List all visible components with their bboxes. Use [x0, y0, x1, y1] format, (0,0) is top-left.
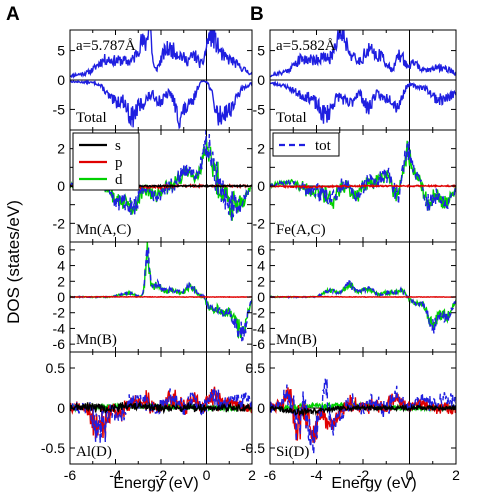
- panel-label: Total: [76, 110, 107, 126]
- y-tick-label: -2: [53, 215, 66, 231]
- y-tick-label: 0: [257, 400, 265, 416]
- x-axis-label-a: Energy (eV): [113, 475, 198, 492]
- series-line-Total: [70, 30, 252, 80]
- panel-a2: -2 0 2 Mn(A,C) spd: [53, 129, 253, 243]
- x-tick-label: 0: [406, 467, 414, 483]
- x-tick-label: 2: [248, 467, 256, 483]
- y-tick-label: 6: [257, 242, 265, 258]
- y-tick-label: 6: [57, 242, 65, 258]
- y-tick-label: -6: [253, 336, 266, 352]
- y-tick-label: 0.5: [46, 360, 66, 376]
- x-tick-label: -2: [155, 467, 168, 483]
- x-tick-label: -2: [357, 467, 370, 483]
- legend-box: [272, 132, 340, 157]
- series-line-d: [270, 140, 456, 212]
- series-line-p: [270, 387, 456, 443]
- lattice-annotation: a=5.582Å: [276, 38, 336, 54]
- series-group: [270, 378, 456, 454]
- legend-label-tot: tot: [315, 138, 332, 154]
- y-tick-label: 2: [257, 141, 265, 157]
- y-tick-label: 0: [57, 400, 65, 416]
- y-tick-label: 5: [57, 43, 65, 59]
- panel-label: Total: [276, 110, 307, 126]
- lattice-annotation: a=5.787Å: [76, 38, 136, 54]
- y-tick-label: 0: [57, 178, 65, 194]
- legend-label-p: p: [115, 155, 123, 171]
- legend: spd: [72, 132, 140, 191]
- y-tick-label: 4: [57, 258, 65, 274]
- panel-letter-a: A: [6, 4, 20, 25]
- y-tick-label: 2: [57, 273, 65, 289]
- y-tick-label: -0.5: [41, 440, 65, 456]
- panel-label: Mn(A,C): [76, 222, 131, 238]
- y-tick-label: -4: [53, 320, 66, 336]
- series-group: [70, 386, 252, 444]
- panel-label: Al(D): [76, 444, 112, 460]
- series-line-p: [270, 295, 456, 299]
- series-line-Total: [270, 80, 456, 124]
- panel-b4: -0.5 0 0.5 -6 -4 -2 0 2 Si(D): [241, 351, 460, 483]
- x-tick-label: -6: [64, 467, 77, 483]
- series-line-s: [70, 400, 252, 415]
- x-axis-label-b: Energy (eV): [331, 475, 416, 492]
- y-tick-label: -5: [53, 101, 66, 117]
- y-tick-label: 0: [257, 178, 265, 194]
- panel-a4: -0.5 0 0.5 -6 -4 -2 0 2 Al(D): [41, 351, 256, 483]
- x-tick-label: 0: [203, 467, 211, 483]
- y-tick-label: -2: [253, 305, 266, 321]
- legend: tot: [272, 132, 340, 157]
- panel-a1: -5 0 5 Total a=5.787Å: [53, 29, 253, 131]
- panels-layer: -505Totala=5.787Å-505Totala=5.582Å-202Mn…: [41, 29, 460, 483]
- series-group: [270, 30, 456, 124]
- series-group: [270, 140, 456, 212]
- legend-label-s: s: [115, 138, 121, 154]
- y-tick-label: -2: [253, 215, 266, 231]
- panel-b2: -2 0 2 Fe(A,C) tot: [253, 129, 457, 243]
- y-tick-label: -4: [253, 320, 266, 336]
- series-line-p: [270, 183, 456, 190]
- x-tick-label: 2: [452, 467, 460, 483]
- x-tick-label: -4: [109, 467, 122, 483]
- panel-letter-b: B: [250, 4, 264, 25]
- y-tick-label: -5: [253, 101, 266, 117]
- series-line-tot: [270, 378, 456, 454]
- series-line-p: [70, 295, 252, 299]
- y-tick-label: -6: [53, 336, 66, 352]
- y-axis-label: DOS (states/eV): [4, 200, 23, 324]
- y-tick-label: -2: [53, 305, 66, 321]
- y-tick-label: 2: [57, 141, 65, 157]
- y-tick-label: 0: [257, 289, 265, 305]
- series-line-tot: [70, 246, 252, 342]
- series-line-Total: [70, 79, 252, 130]
- y-tick-label: 0: [57, 289, 65, 305]
- x-tick-label: -4: [310, 467, 323, 483]
- series-line-s: [270, 403, 456, 418]
- y-tick-label: 0: [57, 72, 65, 88]
- panel-b1: -5 0 5 Total a=5.582Å: [253, 29, 457, 131]
- series-group: [270, 280, 456, 334]
- x-tick-label: -6: [264, 467, 277, 483]
- y-tick-label: -0.5: [241, 440, 265, 456]
- series-group: [70, 242, 252, 342]
- legend-label-d: d: [115, 172, 123, 188]
- series-line-tot: [270, 280, 456, 334]
- series-line-Total: [270, 30, 456, 78]
- panel-label: Si(D): [276, 444, 309, 460]
- panel-label: Fe(A,C): [276, 222, 326, 238]
- y-tick-label: 5: [257, 43, 265, 59]
- y-tick-label: 0.5: [246, 360, 266, 376]
- y-tick-label: 0: [257, 72, 265, 88]
- y-tick-label: 4: [257, 258, 265, 274]
- series-group: [70, 30, 252, 130]
- panel-label: Mn(B): [276, 332, 317, 348]
- y-tick-label: 2: [257, 273, 265, 289]
- panel-label: Mn(B): [76, 332, 117, 348]
